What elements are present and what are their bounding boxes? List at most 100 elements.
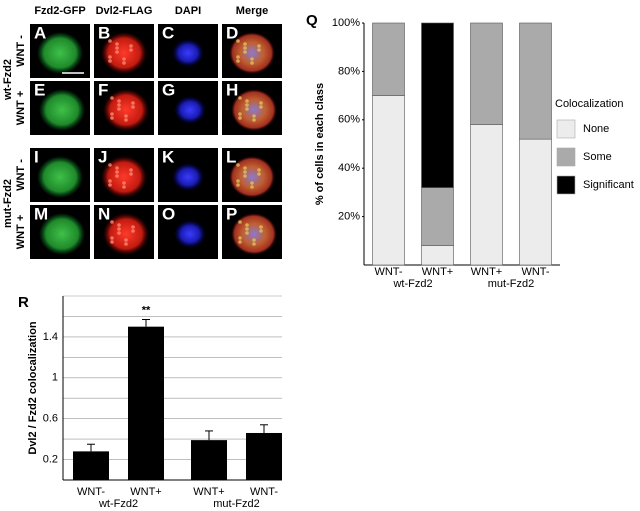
panel-label: N — [98, 204, 110, 223]
puncta — [238, 236, 242, 240]
puncta — [108, 59, 112, 63]
bar-segment — [470, 22, 503, 125]
bar-segment — [421, 187, 454, 246]
panel-label: E — [34, 80, 45, 99]
panel-label: C — [162, 23, 174, 42]
cell — [37, 32, 83, 74]
puncta — [117, 103, 121, 107]
puncta — [110, 240, 114, 244]
x-tick-label: WNT- — [77, 486, 105, 498]
legend-swatch — [556, 147, 576, 167]
legend-label: Some — [583, 151, 612, 163]
y-tick-label: 0.2 — [43, 453, 58, 465]
puncta — [257, 168, 261, 172]
panel-label: H — [226, 80, 238, 99]
puncta — [238, 96, 242, 100]
row-label: WNT - — [15, 159, 27, 191]
puncta — [115, 50, 119, 54]
y-tick-label: 100% — [332, 17, 360, 29]
puncta — [108, 183, 112, 187]
bar-segment — [519, 138, 552, 266]
puncta — [129, 48, 133, 52]
group-label: mut-Fzd2 — [488, 278, 534, 290]
puncta — [122, 61, 126, 65]
x-tick-label: WNT- — [521, 266, 549, 278]
puncta — [122, 181, 126, 185]
panel-label: M — [34, 204, 48, 223]
puncta — [236, 55, 240, 59]
puncta — [117, 227, 121, 231]
panel-label: B — [98, 23, 110, 42]
puncta — [115, 46, 119, 50]
puncta — [110, 112, 114, 116]
puncta — [245, 103, 249, 107]
cell — [101, 156, 147, 198]
x-tick-label: WNT+ — [130, 486, 161, 498]
bar-segment — [470, 124, 503, 266]
puncta — [131, 229, 135, 233]
puncta — [131, 225, 135, 229]
x-tick-label: WNT+ — [422, 266, 453, 278]
puncta — [257, 48, 261, 52]
puncta — [259, 105, 263, 109]
puncta — [245, 99, 249, 103]
row-group-label: mut-Fzd2 — [2, 179, 14, 228]
puncta — [243, 166, 247, 170]
puncta — [236, 179, 240, 183]
puncta — [243, 42, 247, 46]
bar-segment — [519, 22, 552, 140]
column-header: Dvl2-FLAG — [96, 5, 153, 17]
cell — [172, 39, 204, 67]
row-group-label: wt-Fzd2 — [2, 59, 14, 101]
puncta — [259, 225, 263, 229]
puncta — [259, 101, 263, 105]
cell — [174, 220, 206, 248]
puncta — [117, 107, 121, 111]
puncta — [117, 231, 121, 235]
y-tick-label: 1 — [52, 372, 58, 384]
bar — [246, 432, 282, 480]
panel-label: O — [162, 204, 175, 223]
row-label: WNT + — [15, 91, 27, 126]
puncta — [252, 242, 256, 246]
puncta — [245, 227, 249, 231]
puncta — [110, 236, 114, 240]
panel-label: F — [98, 80, 108, 99]
puncta — [115, 166, 119, 170]
column-header: Fzd2-GFP — [34, 5, 85, 17]
panel-label: K — [162, 147, 175, 166]
puncta — [243, 50, 247, 54]
puncta — [131, 101, 135, 105]
puncta — [245, 231, 249, 235]
cell — [172, 163, 204, 191]
group-label: mut-Fzd2 — [213, 498, 259, 510]
puncta — [252, 238, 256, 242]
puncta — [250, 57, 254, 61]
puncta — [252, 118, 256, 122]
puncta — [122, 185, 126, 189]
puncta — [236, 59, 240, 63]
puncta — [236, 39, 240, 43]
panel-label: L — [226, 147, 236, 166]
puncta — [108, 179, 112, 183]
puncta — [238, 116, 242, 120]
puncta — [252, 114, 256, 118]
cell — [101, 32, 147, 74]
bar-segment — [372, 22, 405, 96]
cell — [103, 213, 149, 255]
cell — [39, 89, 85, 131]
bar-segment — [421, 245, 454, 266]
puncta — [124, 114, 128, 118]
puncta — [245, 223, 249, 227]
x-tick-label: WNT+ — [193, 486, 224, 498]
puncta — [236, 183, 240, 187]
panel-label: A — [34, 23, 46, 42]
column-header: Merge — [236, 5, 268, 17]
cell — [39, 213, 85, 255]
puncta — [243, 46, 247, 50]
puncta — [236, 163, 240, 167]
panel-label: R — [18, 294, 29, 311]
puncta — [257, 44, 261, 48]
column-header: DAPI — [175, 5, 201, 17]
